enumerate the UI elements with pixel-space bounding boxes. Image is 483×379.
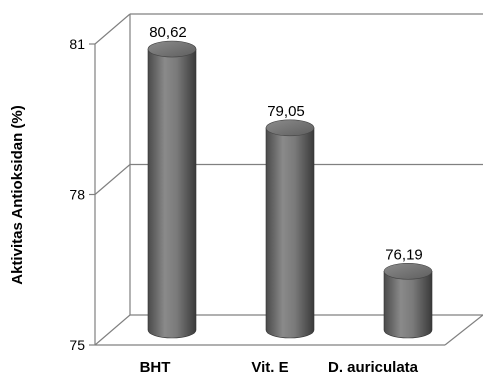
floor-right-edge [444,314,483,346]
data-label: 80,62 [149,24,187,41]
gridline-diagonal [94,314,131,346]
data-label: 79,05 [267,103,305,120]
gridline-diagonal [94,13,131,45]
bar-body [383,271,433,339]
bar-body [265,127,315,339]
y-tick-labels: 75 78 81 [69,36,85,353]
bar-top [265,119,315,137]
bar-top [383,263,433,280]
bar [147,40,197,339]
bar-body [147,48,197,339]
data-labels: 80,62 79,05 76,19 [149,24,423,263]
bar-top [147,40,197,58]
data-label: 76,19 [385,246,423,263]
bar [383,263,433,339]
y-tick-label: 81 [69,36,85,52]
y-tick-label: 78 [69,187,85,203]
bars [147,40,433,339]
category-label: BHT [140,359,171,376]
y-axis-title: Aktivitas Antioksidan (%) [9,105,26,284]
bar [265,119,315,339]
category-label: Vit. E [251,359,288,376]
category-labels: BHT Vit. E D. auriculata [140,359,419,376]
category-label: D. auriculata [328,359,419,376]
gridline-diagonal [94,164,131,195]
y-tick-label: 75 [69,337,85,353]
